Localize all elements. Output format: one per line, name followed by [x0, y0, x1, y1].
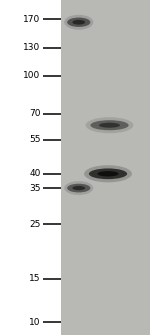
Ellipse shape: [99, 123, 120, 128]
Text: 35: 35: [29, 184, 40, 193]
Text: 70: 70: [29, 110, 40, 119]
Text: 130: 130: [23, 43, 40, 52]
Text: 25: 25: [29, 219, 40, 228]
Ellipse shape: [90, 120, 129, 130]
Text: 55: 55: [29, 135, 40, 144]
Ellipse shape: [86, 117, 133, 133]
Ellipse shape: [67, 184, 90, 192]
Text: 15: 15: [29, 274, 40, 283]
Text: 40: 40: [29, 169, 40, 178]
Ellipse shape: [72, 186, 85, 190]
Bar: [61, 0, 150, 335]
Ellipse shape: [64, 181, 93, 195]
Text: 100: 100: [23, 71, 40, 80]
Ellipse shape: [67, 17, 90, 27]
Ellipse shape: [72, 20, 85, 24]
Text: 170: 170: [23, 14, 40, 23]
Ellipse shape: [84, 165, 132, 182]
Ellipse shape: [98, 171, 118, 177]
Ellipse shape: [89, 169, 127, 179]
Ellipse shape: [64, 15, 93, 30]
Text: 10: 10: [29, 318, 40, 327]
